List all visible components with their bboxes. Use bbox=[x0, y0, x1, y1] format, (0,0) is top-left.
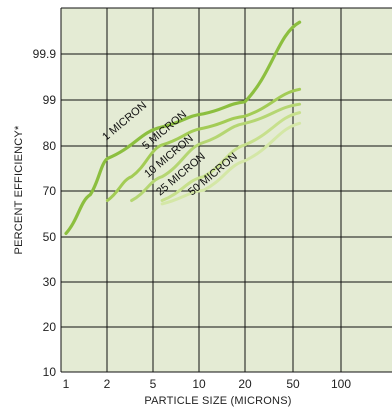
x-tick-label: 100 bbox=[331, 377, 351, 391]
x-tick-label: 20 bbox=[238, 377, 252, 391]
y-tick-label: 70 bbox=[43, 184, 57, 198]
series-line bbox=[160, 121, 302, 206]
x-tick-label: 1 bbox=[63, 377, 70, 391]
efficiency-curves bbox=[64, 20, 302, 235]
x-tick-label: 10 bbox=[192, 377, 206, 391]
series-line bbox=[160, 111, 302, 202]
x-tick-label: 50 bbox=[286, 377, 300, 391]
y-tick-label: 50 bbox=[43, 230, 57, 244]
series-line bbox=[64, 20, 302, 235]
series-line bbox=[130, 102, 302, 202]
x-tick-labels: 1 2 5 10 20 50 100 bbox=[63, 377, 352, 391]
y-tick-label: 80 bbox=[43, 139, 57, 153]
x-tick-label: 2 bbox=[104, 377, 111, 391]
y-tick-label: 30 bbox=[43, 275, 57, 289]
y-tick-label: 20 bbox=[43, 320, 57, 334]
y-tick-label: 10 bbox=[43, 365, 57, 379]
y-tick-label: 99 bbox=[43, 93, 57, 107]
y-tick-labels: 10 20 30 50 70 80 99 99.9 bbox=[33, 47, 57, 379]
plot-area bbox=[61, 8, 392, 372]
series-line bbox=[105, 87, 302, 202]
y-tick-label: 99.9 bbox=[33, 47, 57, 61]
x-tick-label: 5 bbox=[150, 377, 157, 391]
x-axis-label: PARTICLE SIZE (MICRONS) bbox=[144, 395, 291, 407]
y-axis-label: PERCENT EFFICIENCY* bbox=[13, 125, 25, 254]
